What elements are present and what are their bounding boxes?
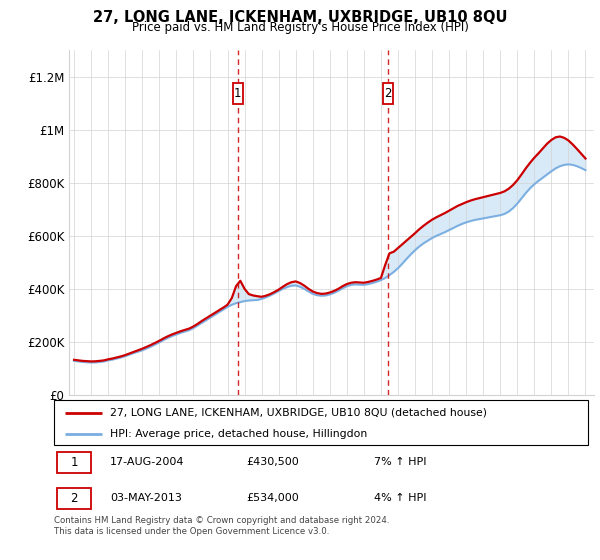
Text: 27, LONG LANE, ICKENHAM, UXBRIDGE, UB10 8QU: 27, LONG LANE, ICKENHAM, UXBRIDGE, UB10 … xyxy=(93,10,507,25)
FancyBboxPatch shape xyxy=(54,400,588,445)
Text: 1: 1 xyxy=(234,87,241,100)
Text: 7% ↑ HPI: 7% ↑ HPI xyxy=(374,457,427,467)
Text: 27, LONG LANE, ICKENHAM, UXBRIDGE, UB10 8QU (detached house): 27, LONG LANE, ICKENHAM, UXBRIDGE, UB10 … xyxy=(110,408,487,418)
Text: Price paid vs. HM Land Registry's House Price Index (HPI): Price paid vs. HM Land Registry's House … xyxy=(131,21,469,34)
Text: 4% ↑ HPI: 4% ↑ HPI xyxy=(374,493,427,503)
Text: 17-AUG-2004: 17-AUG-2004 xyxy=(110,457,185,467)
FancyBboxPatch shape xyxy=(56,451,91,473)
Text: HPI: Average price, detached house, Hillingdon: HPI: Average price, detached house, Hill… xyxy=(110,429,367,439)
FancyBboxPatch shape xyxy=(383,83,393,104)
FancyBboxPatch shape xyxy=(233,83,243,104)
Text: 03-MAY-2013: 03-MAY-2013 xyxy=(110,493,182,503)
FancyBboxPatch shape xyxy=(56,488,91,509)
Text: £430,500: £430,500 xyxy=(246,457,299,467)
Text: 2: 2 xyxy=(70,492,78,505)
Text: Contains HM Land Registry data © Crown copyright and database right 2024.
This d: Contains HM Land Registry data © Crown c… xyxy=(54,516,389,536)
Text: 2: 2 xyxy=(384,87,391,100)
Text: 1: 1 xyxy=(70,456,78,469)
Text: £534,000: £534,000 xyxy=(246,493,299,503)
